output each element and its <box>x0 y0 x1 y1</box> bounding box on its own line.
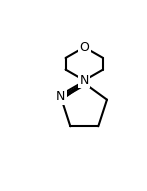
Text: N: N <box>80 74 89 87</box>
Text: O: O <box>79 41 89 54</box>
Text: N: N <box>56 91 65 104</box>
